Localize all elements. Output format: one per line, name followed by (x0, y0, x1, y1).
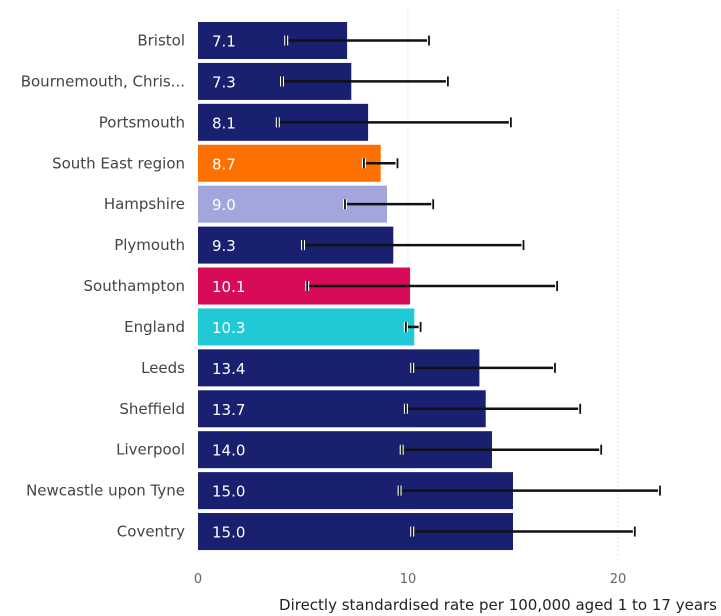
data-label: 10.1 (212, 278, 245, 296)
category-label: Hampshire (104, 195, 185, 213)
error-bar-southampton (305, 281, 560, 292)
error-bar-hampshire (343, 199, 436, 210)
category-label: Bristol (137, 32, 185, 50)
error-bars (275, 35, 662, 537)
category-label: Leeds (141, 359, 185, 377)
category-label: Liverpool (116, 441, 185, 459)
data-label: 8.1 (212, 114, 236, 132)
x-axis-title: Directly standardised rate per 100,000 a… (279, 596, 717, 614)
bar-south-east-region[interactable] (198, 144, 381, 182)
data-label: 7.1 (212, 33, 236, 51)
category-label: Bournemouth, Chris... (21, 72, 185, 90)
data-label: 8.7 (212, 155, 236, 173)
error-bar-liverpool (399, 444, 604, 455)
data-label: 15.0 (212, 483, 245, 501)
data-label: 10.3 (212, 319, 245, 337)
error-bar-england (403, 321, 423, 332)
category-label: Plymouth (114, 236, 185, 254)
x-tick-label: 10 (400, 572, 417, 587)
x-tick-label: 0 (194, 572, 202, 587)
error-bar-sheffield (403, 403, 583, 414)
category-label: Portsmouth (99, 113, 185, 131)
category-label: South East region (52, 154, 185, 172)
error-bar-leeds (410, 362, 557, 373)
data-label: 13.7 (212, 401, 245, 419)
category-label: England (124, 318, 185, 336)
category-label: Newcastle upon Tyne (26, 482, 185, 500)
x-tick-label: 20 (610, 572, 627, 587)
category-label: Sheffield (119, 400, 185, 418)
error-bar-portsmouth (275, 117, 513, 128)
data-label: 14.0 (212, 442, 245, 460)
error-bar-bristol (284, 35, 431, 46)
data-label: 15.0 (212, 524, 245, 542)
error-bar-newcastle-upon-tyne (397, 485, 662, 496)
data-label: 7.3 (212, 73, 236, 91)
data-label: 9.0 (212, 196, 236, 214)
category-label: Coventry (117, 523, 185, 541)
error-bar-south-east-region (361, 158, 400, 169)
error-bar-coventry (410, 526, 637, 537)
error-bar-plymouth (301, 240, 526, 251)
data-label: 9.3 (212, 237, 236, 255)
category-labels: Bristol Bournemouth, Chris... Portsmouth So… (21, 32, 185, 541)
x-axis-ticks: 0 10 20 (194, 572, 626, 587)
category-label: Southampton (84, 277, 185, 295)
bar-england[interactable] (198, 308, 415, 346)
error-bar-bournemouth-chris (280, 76, 450, 87)
data-label: 13.4 (212, 360, 245, 378)
